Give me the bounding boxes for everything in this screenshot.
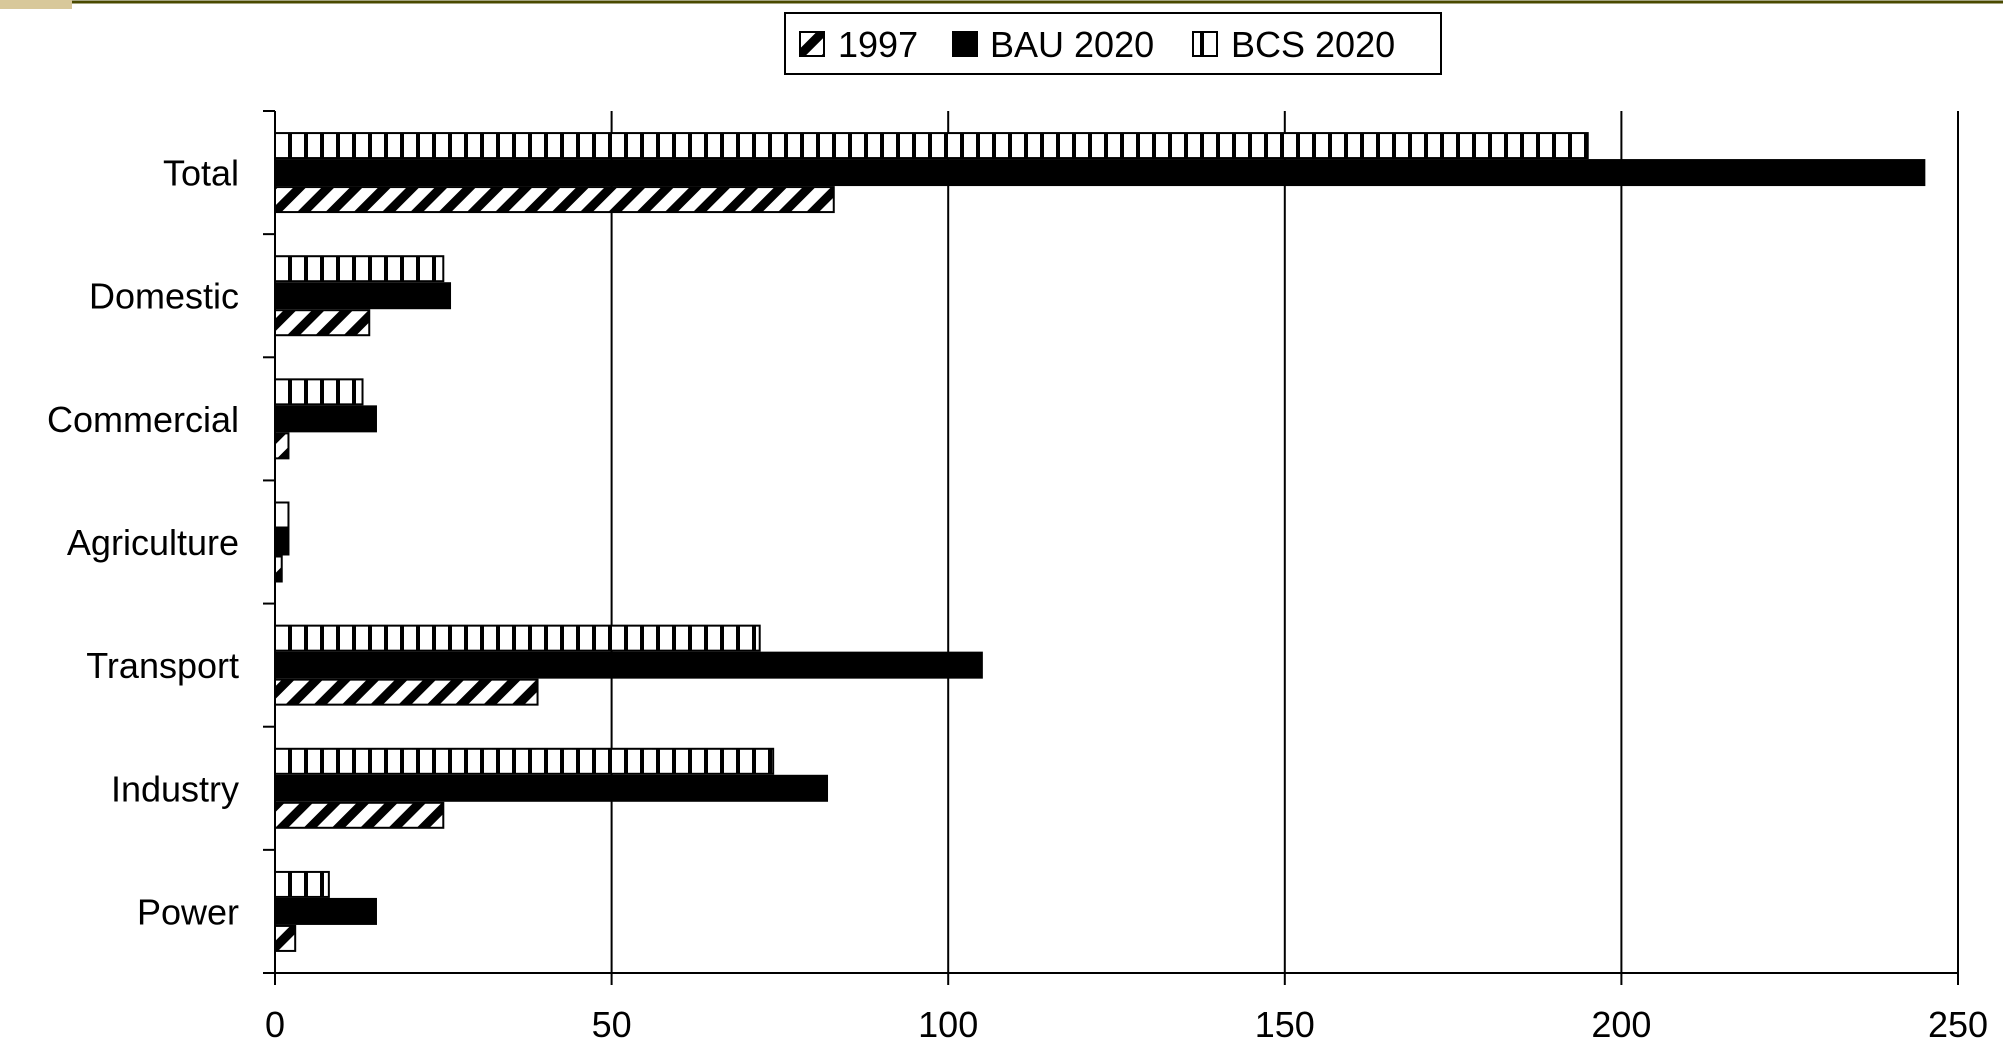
x-tick-label-0: 0 bbox=[265, 1004, 285, 1042]
category-label-total: Total bbox=[163, 153, 239, 194]
category-label-agriculture: Agriculture bbox=[67, 522, 239, 563]
bar-commercial-1997 bbox=[274, 432, 290, 460]
x-tick-label-100: 100 bbox=[918, 1004, 978, 1042]
bar-industry-bcs-2020 bbox=[274, 747, 775, 775]
category-label-industry: Industry bbox=[111, 768, 239, 809]
bar-commercial-bcs-2020 bbox=[274, 378, 364, 406]
axes bbox=[263, 110, 1959, 985]
category-label-transport: Transport bbox=[86, 645, 239, 686]
bar-power-bau-2020 bbox=[274, 897, 377, 925]
legend-box bbox=[784, 12, 1442, 75]
bar-total-1997 bbox=[274, 186, 835, 214]
bar-commercial-bau-2020 bbox=[274, 405, 377, 433]
bar-agriculture-bau-2020 bbox=[274, 528, 290, 556]
bar-agriculture-1997 bbox=[274, 555, 283, 583]
bar-total-bcs-2020 bbox=[274, 132, 1589, 160]
legend-swatch-bau-2020 bbox=[952, 31, 978, 57]
x-tick-label-50: 50 bbox=[592, 1004, 632, 1042]
category-labels: Total Domestic Commercial Agriculture Transp… bbox=[47, 153, 239, 933]
legend-label-bcs-2020: BCS 2020 bbox=[1231, 24, 1395, 65]
bar-domestic-bau-2020 bbox=[274, 282, 452, 310]
bar-agriculture-bcs-2020 bbox=[274, 501, 290, 529]
bar-transport-bau-2020 bbox=[274, 651, 983, 679]
gridlines bbox=[610, 111, 1959, 973]
category-label-domestic: Domestic bbox=[89, 276, 239, 317]
x-tick-labels: 0 50 100 150 200 250 bbox=[265, 1004, 1988, 1045]
legend-swatch-1997 bbox=[799, 31, 825, 57]
x-tick-label-250: 250 bbox=[1928, 1004, 1988, 1042]
bar-domestic-1997 bbox=[274, 309, 371, 337]
legend: 1997 BAU 2020 BCS 2020 bbox=[784, 12, 1442, 75]
bar-transport-1997 bbox=[274, 678, 539, 706]
corner-mark bbox=[0, 0, 72, 9]
bar-power-bcs-2020 bbox=[274, 870, 330, 898]
bar-domestic-bcs-2020 bbox=[274, 255, 445, 283]
x-tick-label-200: 200 bbox=[1591, 1004, 1651, 1042]
legend-label-1997: 1997 bbox=[838, 24, 918, 65]
bar-industry-bau-2020 bbox=[274, 774, 829, 802]
bar-transport-bcs-2020 bbox=[274, 624, 761, 652]
category-label-commercial: Commercial bbox=[47, 399, 239, 440]
bar-power-1997 bbox=[274, 924, 297, 952]
bars bbox=[274, 132, 1926, 952]
bar-total-bau-2020 bbox=[274, 159, 1926, 187]
category-label-power: Power bbox=[137, 891, 239, 932]
legend-swatch-bcs-2020 bbox=[1192, 31, 1218, 57]
bar-industry-1997 bbox=[274, 801, 445, 829]
legend-label-bau-2020: BAU 2020 bbox=[990, 24, 1154, 65]
x-tick-label-150: 150 bbox=[1255, 1004, 1315, 1042]
